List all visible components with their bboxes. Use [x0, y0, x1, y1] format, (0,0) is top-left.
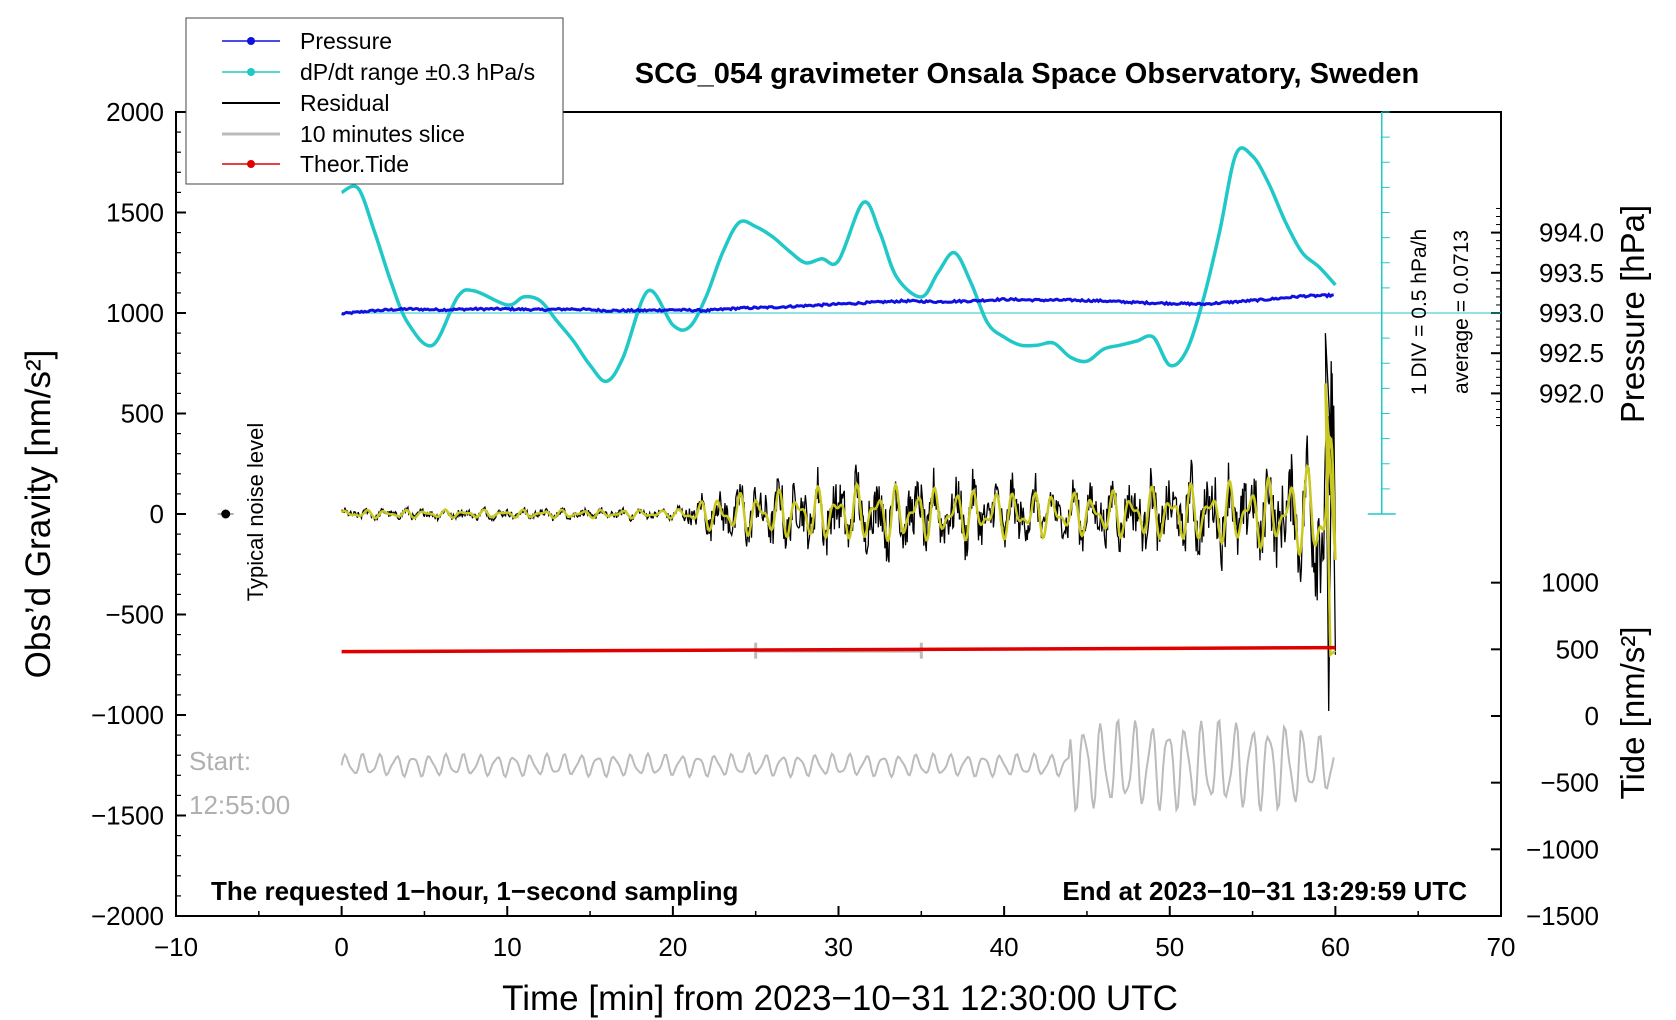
x-axis-label: Time [min] from 2023−10−31 12:30:00 UTC [502, 979, 1178, 1018]
x-tick-label: −10 [154, 932, 198, 962]
x-tick-label: 20 [658, 932, 687, 962]
legend-label-residual: Residual [300, 90, 390, 116]
x-tick-label: 0 [334, 932, 348, 962]
footer-right: End at 2023−10−31 13:29:59 UTC [1062, 876, 1467, 906]
y-tick-label: −2000 [91, 901, 164, 931]
pressure-tick-label: 993.0 [1539, 298, 1604, 328]
y-tick-label: 1000 [106, 298, 164, 328]
legend: Pressure dP/dt range ±0.3 hPa/s Residual… [185, 17, 564, 185]
x-tick-label: 30 [824, 932, 853, 962]
legend-entry-pressure: Pressure [222, 28, 392, 54]
y-tick-label: 2000 [106, 97, 164, 127]
pressure-tick-label: 994.0 [1539, 218, 1604, 248]
x-tick-label: 60 [1321, 932, 1350, 962]
legend-entry-slice: 10 minutes slice [222, 121, 465, 147]
pressure-tick-label: 992.0 [1539, 378, 1604, 408]
legend-label-pressure: Pressure [300, 28, 392, 54]
legend-marker-dpdt [247, 68, 255, 76]
legend-box [185, 17, 564, 185]
tide-tick-label: 0 [1585, 701, 1599, 731]
legend-entry-residual: Residual [222, 90, 390, 116]
start-time: 12:55:00 [189, 790, 290, 820]
start-label: Start: [189, 746, 251, 776]
y-axis-label-pressure: Pressure [hPa] [1614, 205, 1651, 423]
x-tick-label: 70 [1487, 932, 1516, 962]
pressure-tick-label: 992.5 [1539, 338, 1604, 368]
dpdt-line [340, 146, 1337, 384]
legend-entry-dpdt: dP/dt range ±0.3 hPa/s [222, 59, 535, 85]
tide-tick-label: −500 [1540, 768, 1599, 798]
footer-left: The requested 1−hour, 1−second sampling [211, 876, 738, 906]
y-axis-label-tide: Tide [nm/s²] [1614, 627, 1651, 800]
legend-marker-pressure [247, 37, 255, 45]
chart-title: SCG_054 gravimeter Onsala Space Observat… [635, 58, 1419, 90]
tide-tick-label: 1000 [1541, 568, 1599, 598]
legend-label-slice: 10 minutes slice [300, 121, 465, 147]
y-tick-label: 1500 [106, 198, 164, 228]
pressure-tick-label: 993.5 [1539, 258, 1604, 288]
y-tick-label: −1000 [91, 700, 164, 730]
y-tick-label: 500 [121, 399, 164, 429]
legend-entry-tide: Theor.Tide [222, 151, 409, 177]
legend-marker-tide [247, 160, 255, 168]
x-tick-label: 10 [493, 932, 522, 962]
legend-label-dpdt: dP/dt range ±0.3 hPa/s [300, 59, 535, 85]
noise-marker [221, 509, 231, 519]
tide-tick-label: 500 [1556, 634, 1599, 664]
y-tick-label: −500 [105, 600, 164, 630]
tide-tick-label: −1500 [1526, 901, 1599, 931]
pressure-line [341, 292, 1334, 316]
filtered-residual-line [340, 383, 1337, 658]
tide-line [341, 645, 1336, 654]
div-note: 1 DIV = 0.5 hPa/h [1408, 229, 1431, 395]
y-tick-label: −1500 [91, 801, 164, 831]
tide-tick-label: −1000 [1526, 834, 1599, 864]
series-layer [217, 111, 1501, 814]
y-tick-label: 0 [150, 499, 164, 529]
y-axis-label-gravity: Obs’d Gravity [nm/s²] [19, 350, 58, 679]
axis-ticks: −10 0 10 20 30 40 50 60 70 2000 1500 1000 500 0 −500 −1… [91, 97, 1604, 962]
noise-level-label: Typical noise level [243, 423, 268, 602]
x-tick-label: 50 [1155, 932, 1184, 962]
slice-trace-line [340, 718, 1335, 814]
average-note: average = 0.0713 [1450, 230, 1473, 394]
legend-label-tide: Theor.Tide [300, 151, 409, 177]
x-tick-label: 40 [990, 932, 1019, 962]
